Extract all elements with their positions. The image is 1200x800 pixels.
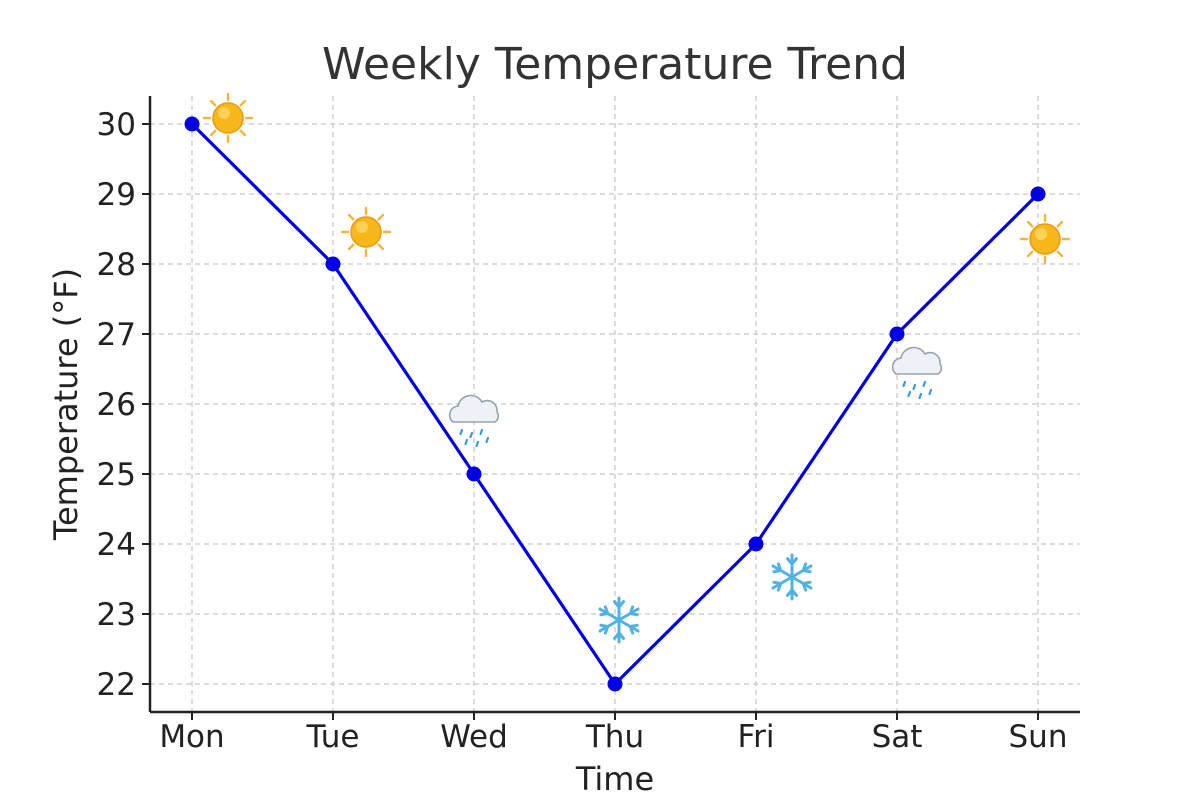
y-tick-label: 26 [97,387,136,423]
sun-icon-mon [202,92,254,144]
grid [150,96,1080,712]
y-tick-label: 30 [97,107,136,143]
y-tick-label: 22 [97,667,136,703]
data-point-mon [184,116,200,132]
rain-cloud-icon-wed [448,394,500,448]
y-tick-label: 25 [97,457,136,493]
y-tick-label: 29 [97,177,136,213]
data-point-thu [607,676,623,692]
data-point-sat [889,326,905,342]
y-tick-label: 23 [97,597,136,633]
y-tick-label: 27 [97,317,136,353]
y-tick-label: 28 [97,247,136,283]
chart-title: Weekly Temperature Trend [322,39,908,90]
y-axis-label: Temperature (°F) [47,268,85,541]
snowflake-icon-thu [598,596,640,644]
y-tick-label: 24 [97,527,136,563]
data-point-tue [325,256,341,272]
data-point-wed [466,466,482,482]
weather-icons [202,92,1071,644]
x-axis-label: Time [575,760,654,798]
series-temperature [184,116,1046,692]
rain-cloud-icon-sat [891,346,943,400]
x-tick-label: Tue [306,719,360,755]
sun-icon-sun [1019,213,1071,265]
x-tick-label: Wed [440,719,508,755]
snowflake-icon-fri [771,553,813,601]
x-tick-label: Sat [872,719,923,755]
x-tick-label: Thu [585,719,644,755]
data-point-fri [748,536,764,552]
x-tick-label: Sun [1009,719,1068,755]
x-tick-label: Fri [738,719,775,755]
sun-icon-tue [340,206,392,258]
x-tick-label: Mon [159,719,224,755]
data-point-sun [1030,186,1046,202]
tick-labels: 22 23 24 25 26 27 28 29 30 Mon Tue Wed Thu Fri Sat Sun [97,107,1068,755]
